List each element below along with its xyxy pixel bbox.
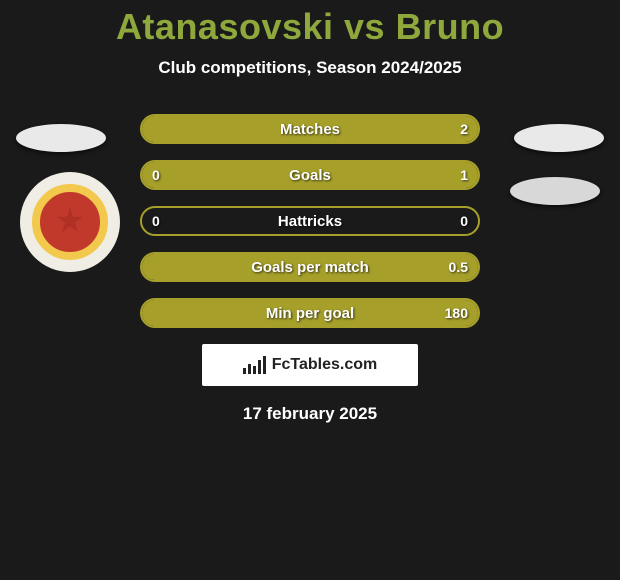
stat-label: Min per goal xyxy=(266,305,354,322)
stat-row: 0 1 Goals xyxy=(140,160,480,190)
stat-right-value: 180 xyxy=(445,305,468,321)
stat-left-value: 0 xyxy=(152,167,160,183)
stat-row: 0.5 Goals per match xyxy=(140,252,480,282)
page-title: Atanasovski vs Bruno xyxy=(0,6,620,48)
stat-label: Matches xyxy=(280,121,340,138)
fctables-watermark: FcTables.com xyxy=(202,344,418,386)
stat-right-value: 1 xyxy=(460,167,468,183)
stat-row: 0 0 Hattricks xyxy=(140,206,480,236)
fctables-label: FcTables.com xyxy=(272,356,378,374)
stat-left-value: 0 xyxy=(152,213,160,229)
subtitle: Club competitions, Season 2024/2025 xyxy=(0,58,620,78)
stat-label: Goals per match xyxy=(251,259,369,276)
bar-chart-icon xyxy=(243,356,266,374)
stat-row: 180 Min per goal xyxy=(140,298,480,328)
stats-table: 2 Matches 0 1 Goals 0 0 Hattricks 0.5 Goals per m… xyxy=(0,114,620,328)
date-label: 17 february 2025 xyxy=(0,404,620,424)
stat-right-value: 2 xyxy=(460,121,468,137)
stat-row: 2 Matches xyxy=(140,114,480,144)
stat-label: Goals xyxy=(289,167,331,184)
stat-label: Hattricks xyxy=(278,213,342,230)
stat-right-value: 0 xyxy=(460,213,468,229)
stat-right-value: 0.5 xyxy=(449,259,468,275)
